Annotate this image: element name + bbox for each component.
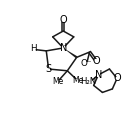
Text: N: N (60, 43, 67, 53)
Text: N: N (95, 70, 102, 80)
Bar (115, 77, 119, 80)
Bar (94, 59, 98, 62)
Text: S: S (45, 64, 52, 74)
Text: Me: Me (72, 76, 83, 85)
Text: H₂N: H₂N (80, 77, 96, 86)
Bar (97, 73, 100, 77)
Bar (55, 80, 60, 83)
Text: H: H (30, 44, 37, 53)
Bar (61, 19, 65, 22)
Text: O: O (92, 56, 100, 66)
Text: O: O (59, 15, 67, 26)
Bar (75, 79, 81, 82)
Text: O: O (113, 73, 121, 83)
Bar (85, 80, 92, 83)
Bar (62, 46, 65, 50)
Bar (47, 67, 50, 71)
Bar (84, 62, 89, 65)
Polygon shape (63, 48, 77, 58)
Text: O⁻: O⁻ (81, 59, 92, 68)
Text: Me: Me (52, 77, 63, 86)
Bar (32, 47, 35, 50)
